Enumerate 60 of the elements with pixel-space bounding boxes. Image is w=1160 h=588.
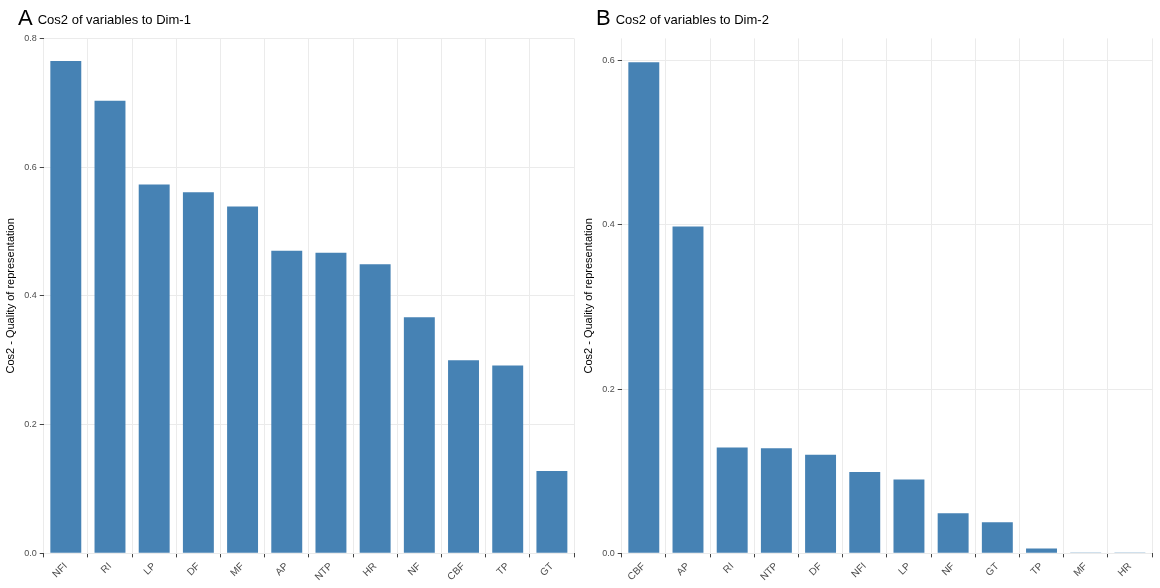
x-tick-label: NF [939,560,957,578]
bar [50,60,82,553]
bar [672,226,704,553]
x-tick-label: NFI [848,560,869,580]
x-tick-label: GT [537,560,556,578]
bar [448,360,479,553]
y-axis-title: Cos2 - Quality of representation [581,218,594,374]
x-tick-label: GT [983,560,1001,578]
x-tick-label: TP [1028,559,1046,578]
x-tick-label: NTP [757,559,780,583]
y-tick-label: 0.0 [24,547,37,558]
x-tick-label: CBF [625,560,648,583]
y-tick-label: 0.2 [602,383,615,394]
x-tick-label: AP [272,559,291,578]
x-tick-label: DF [184,560,202,578]
bar [849,472,881,553]
bar [805,454,837,553]
chart-title: Cos2 of variables to Dim-1 [37,11,191,29]
bar [1026,548,1057,553]
bar [981,522,1013,553]
x-tick-label: HR [360,560,379,579]
y-tick-label: 0.2 [24,419,37,430]
bar [628,62,660,553]
y-tick-label: 0.4 [602,219,615,230]
x-tick-label: NFI [50,560,70,580]
y-tick-label: 0.6 [24,161,37,172]
y-tick-label: 0.0 [602,547,615,558]
x-tick-label: TP [494,559,512,578]
x-tick-label: LP [895,559,913,577]
bar [138,184,170,553]
y-tick-label: 0.4 [24,290,37,301]
x-tick-label: AP [674,559,692,578]
chart-title: Cos2 of variables to Dim-2 [615,11,769,29]
bar [716,447,748,553]
bar [182,192,214,553]
bar [94,100,126,553]
bar [271,250,303,553]
x-tick-label: HR [1115,560,1134,579]
bar [536,470,568,553]
y-tick-label: 0.8 [24,32,37,43]
bar [315,252,347,553]
text: A [18,5,33,30]
bar [937,513,969,553]
x-tick-label: MF [227,560,246,579]
bar [359,264,391,553]
x-tick-label: MF [1071,560,1090,579]
y-tick-label: 0.6 [602,55,615,66]
bar [403,317,435,553]
text: B [596,5,611,30]
x-tick-label: NF [405,560,423,578]
y-axis-title: Cos2 - Quality of representation [3,218,16,374]
bar [492,365,524,553]
bar [760,448,792,553]
bar [893,479,925,553]
x-tick-label: RI [720,560,736,576]
x-tick-label: DF [806,560,824,578]
x-tick-label: NTP [312,559,335,583]
x-tick-label: RI [98,560,114,576]
bar [227,206,259,553]
x-tick-label: LP [141,559,158,577]
